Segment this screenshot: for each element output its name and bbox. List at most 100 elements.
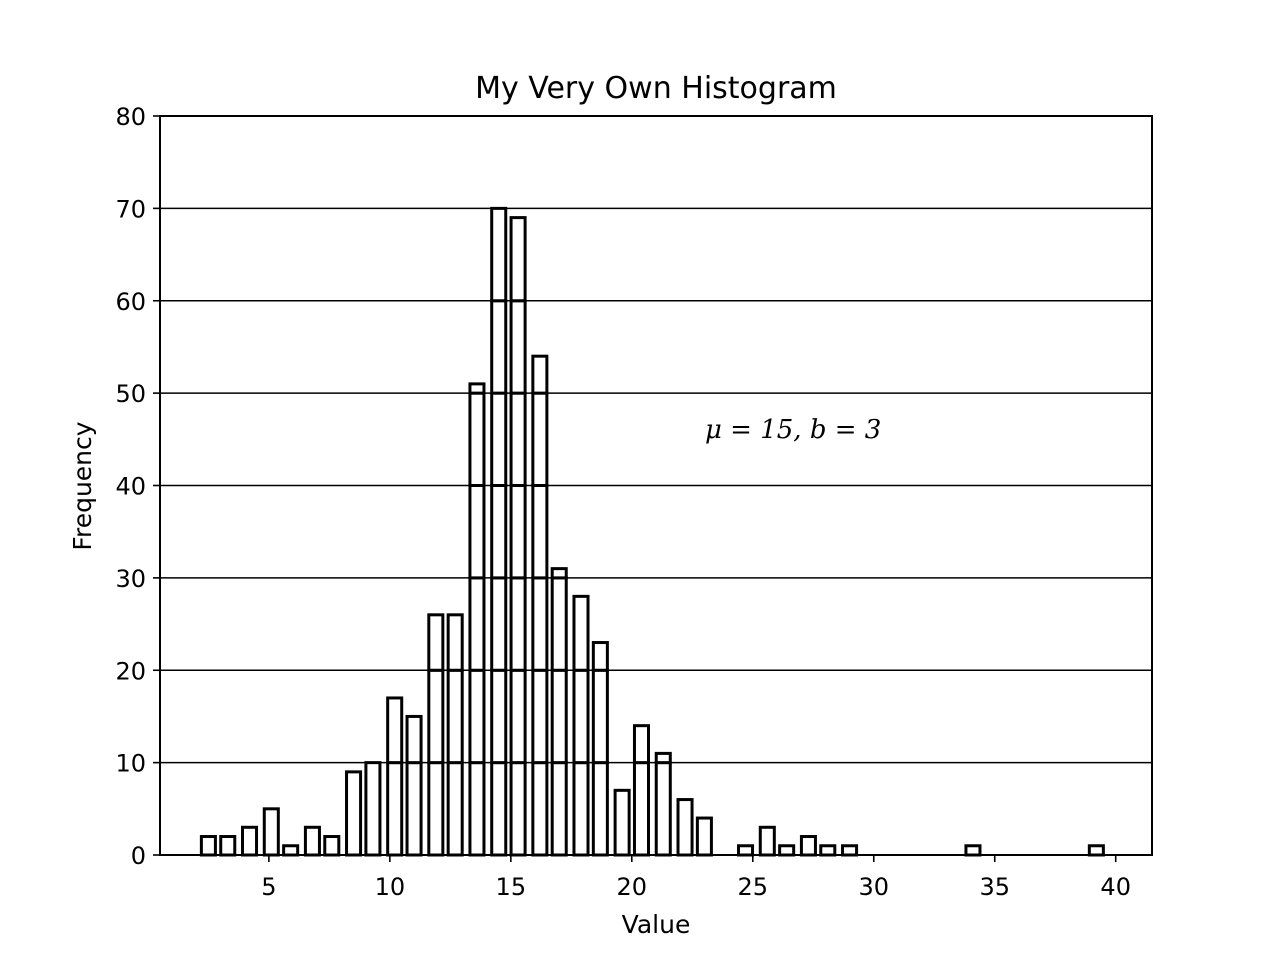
- bar-segment: [509, 668, 527, 765]
- bar-segment: [676, 798, 694, 857]
- histogram-bar: [468, 382, 486, 857]
- bar-segment: [509, 761, 527, 857]
- histogram-bar: [405, 714, 423, 857]
- bar-segment: [468, 382, 486, 395]
- bar-segment: [490, 576, 508, 672]
- x-axis-label: Value: [622, 910, 691, 939]
- histogram-bar: [219, 835, 237, 857]
- bar-segment: [468, 668, 486, 765]
- histogram-bar: [1087, 844, 1105, 857]
- histogram-bar: [509, 216, 527, 857]
- histogram-bar: [737, 844, 755, 857]
- x-tick-label: 25: [738, 873, 769, 901]
- y-tick-label: 50: [115, 380, 146, 408]
- bar-segment: [799, 835, 817, 857]
- x-axis-ticks: 5 10 15 20 25 30 35 40: [261, 855, 1131, 901]
- x-tick-label: 40: [1100, 873, 1131, 901]
- bar-segment: [427, 761, 445, 857]
- histogram-bar: [654, 751, 672, 857]
- histogram-bar: [364, 761, 382, 857]
- bar-segment: [468, 761, 486, 857]
- bar-segment: [654, 751, 672, 765]
- histogram-bar: [446, 613, 464, 857]
- bar-segment: [509, 391, 527, 487]
- x-tick-label: 5: [261, 873, 276, 901]
- bar-segment: [490, 391, 508, 487]
- bar-segment: [427, 613, 445, 672]
- bar-segment: [446, 761, 464, 857]
- histogram-bar: [531, 354, 549, 857]
- bar-segment: [591, 641, 609, 672]
- bar-segment: [427, 668, 445, 765]
- bar-segment: [490, 484, 508, 580]
- histogram-bar: [591, 641, 609, 857]
- bar-segment: [654, 761, 672, 857]
- histogram-bar: [964, 844, 982, 857]
- bar-segment: [468, 484, 486, 580]
- histogram-bar: [199, 835, 217, 857]
- bar-segment: [613, 788, 631, 857]
- histogram-bar: [262, 807, 280, 857]
- bar-segment: [490, 206, 508, 303]
- histogram-bar: [282, 844, 300, 857]
- bar-segment: [531, 576, 549, 672]
- y-tick-label: 10: [115, 750, 146, 778]
- bar-segment: [262, 807, 280, 857]
- bar-segment: [490, 668, 508, 765]
- y-tick-label: 40: [115, 473, 146, 501]
- bar-segment: [531, 668, 549, 765]
- histogram-bars: [199, 206, 1105, 857]
- bar-segment: [509, 576, 527, 672]
- histogram-bar: [695, 816, 713, 857]
- bar-segment: [572, 668, 590, 765]
- bar-segment: [531, 391, 549, 487]
- bar-segment: [550, 576, 568, 672]
- histogram-bar: [799, 835, 817, 857]
- y-tick-label: 30: [115, 565, 146, 593]
- bar-segment: [468, 391, 486, 487]
- bar-segment: [572, 594, 590, 672]
- bar-segment: [199, 835, 217, 857]
- x-tick-label: 10: [375, 873, 406, 901]
- bar-segment: [778, 844, 796, 857]
- bar-segment: [531, 354, 549, 395]
- bar-segment: [632, 761, 650, 857]
- y-tick-label: 60: [115, 288, 146, 316]
- bar-segment: [531, 761, 549, 857]
- distribution-annotation: μ = 15, b = 3: [705, 415, 881, 445]
- histogram-bar: [490, 206, 508, 857]
- histogram-bar: [550, 567, 568, 857]
- bar-segment: [695, 816, 713, 857]
- bar-segment: [758, 825, 776, 857]
- bar-segment: [446, 613, 464, 672]
- y-axis-label: Frequency: [68, 421, 97, 550]
- y-tick-label: 80: [115, 103, 146, 131]
- histogram-bar: [778, 844, 796, 857]
- bar-segment: [550, 761, 568, 857]
- bar-segment: [1087, 844, 1105, 857]
- histogram-bar: [323, 835, 341, 857]
- bar-segment: [964, 844, 982, 857]
- histogram-bar: [632, 724, 650, 857]
- bar-segment: [405, 761, 423, 857]
- bar-segment: [219, 835, 237, 857]
- bar-segment: [490, 299, 508, 395]
- bar-segment: [323, 835, 341, 857]
- bar-segment: [345, 770, 363, 857]
- bar-segment: [405, 714, 423, 765]
- histogram-bar: [613, 788, 631, 857]
- bar-segment: [386, 696, 404, 765]
- bar-segment: [819, 844, 837, 857]
- bar-segment: [364, 761, 382, 857]
- bar-segment: [591, 761, 609, 857]
- histogram-bar: [241, 825, 259, 857]
- bar-segment: [632, 724, 650, 765]
- bar-segment: [509, 216, 527, 303]
- y-tick-label: 0: [131, 842, 146, 870]
- bar-segment: [531, 484, 549, 580]
- histogram-bar: [345, 770, 363, 857]
- bar-segment: [737, 844, 755, 857]
- x-tick-label: 35: [979, 873, 1010, 901]
- bar-segment: [572, 761, 590, 857]
- bar-segment: [303, 825, 321, 857]
